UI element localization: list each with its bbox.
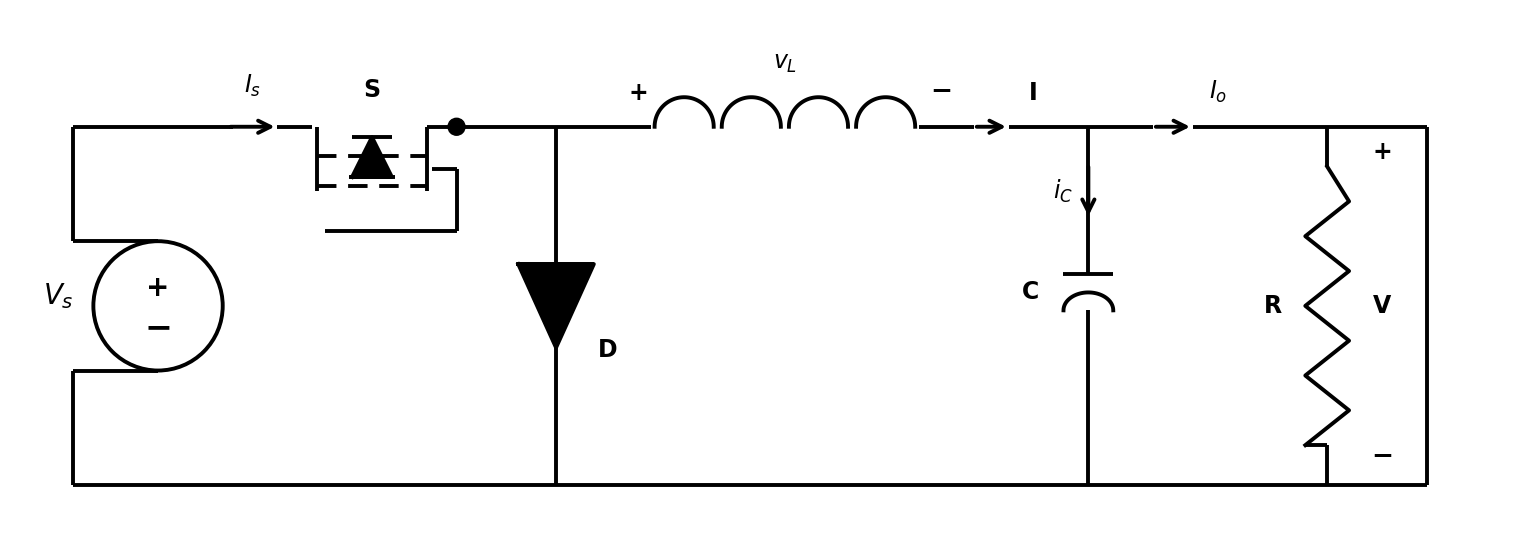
Text: −: − <box>144 311 173 344</box>
Text: $i_C$: $i_C$ <box>1053 177 1074 205</box>
Text: $v_L$: $v_L$ <box>773 51 798 75</box>
Text: $V_s$: $V_s$ <box>43 281 73 311</box>
Circle shape <box>448 118 465 135</box>
Text: +: + <box>628 81 648 105</box>
Text: +: + <box>147 274 170 302</box>
Text: C: C <box>1022 280 1039 304</box>
Text: +: + <box>1372 140 1392 163</box>
Text: $I_o$: $I_o$ <box>1209 78 1227 105</box>
Text: R: R <box>1264 294 1282 318</box>
Polygon shape <box>351 137 391 177</box>
Text: I: I <box>1030 81 1038 105</box>
Text: −: − <box>1371 444 1394 470</box>
Text: −: − <box>931 79 952 105</box>
Text: D: D <box>597 337 617 362</box>
Text: $I_s$: $I_s$ <box>244 73 261 99</box>
Text: S: S <box>364 78 380 102</box>
Text: V: V <box>1372 294 1390 318</box>
Polygon shape <box>518 264 594 348</box>
